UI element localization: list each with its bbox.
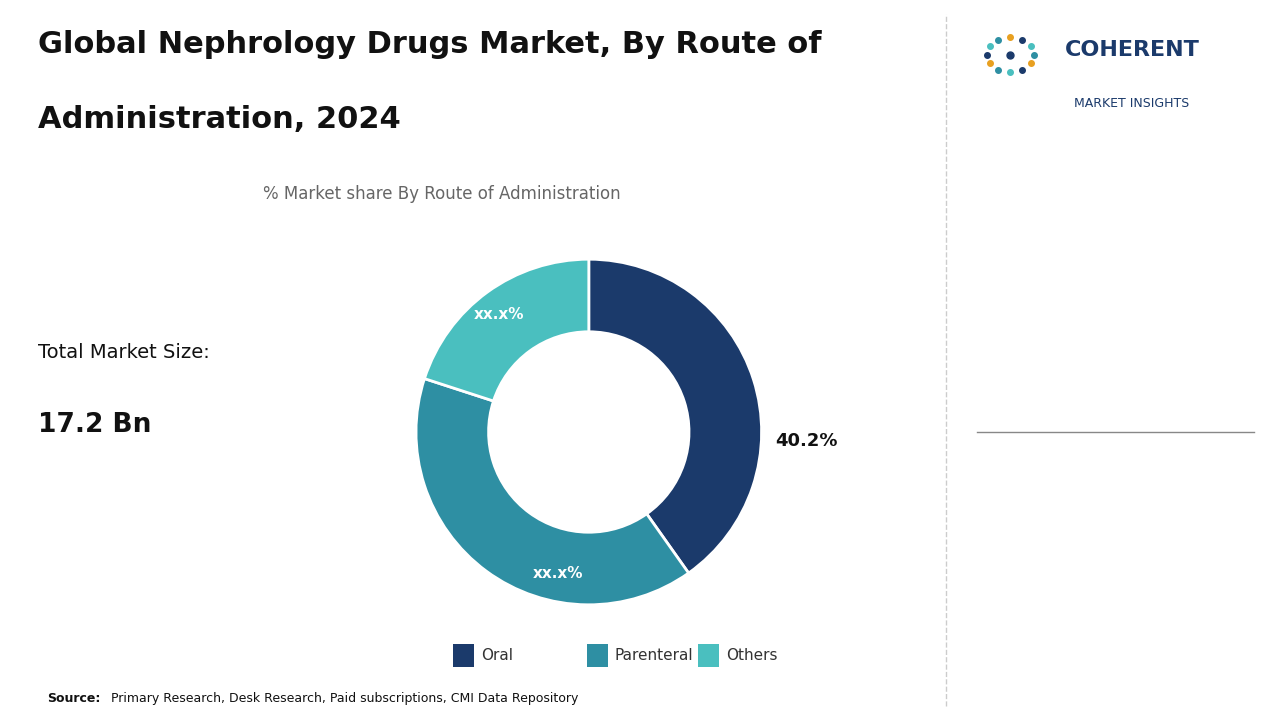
Text: 40.2%: 40.2% xyxy=(776,431,838,449)
FancyBboxPatch shape xyxy=(586,644,608,667)
Text: Oral: Oral xyxy=(984,300,1020,315)
Text: Others: Others xyxy=(726,648,778,662)
Text: MARKET INSIGHTS: MARKET INSIGHTS xyxy=(1074,97,1189,110)
Wedge shape xyxy=(589,259,762,573)
Text: Global Nephrology Drugs Market, By Route of: Global Nephrology Drugs Market, By Route… xyxy=(38,30,822,59)
Text: Source:: Source: xyxy=(47,692,101,705)
Text: % Market share By Route of Administration: % Market share By Route of Administratio… xyxy=(262,185,621,203)
Text: 17.2 Bn: 17.2 Bn xyxy=(38,412,152,438)
Wedge shape xyxy=(416,379,689,605)
Text: Global
Nephrology
Drugs Market: Global Nephrology Drugs Market xyxy=(984,455,1171,561)
FancyBboxPatch shape xyxy=(698,644,719,667)
Text: COHERENT: COHERENT xyxy=(1065,40,1199,60)
Text: xx.x%: xx.x% xyxy=(532,566,582,581)
Text: Parenteral: Parenteral xyxy=(614,648,694,662)
Text: Primary Research, Desk Research, Paid subscriptions, CMI Data Repository: Primary Research, Desk Research, Paid su… xyxy=(106,692,579,705)
Wedge shape xyxy=(425,259,589,401)
Text: xx.x%: xx.x% xyxy=(474,307,525,322)
Text: Administration, 2024: Administration, 2024 xyxy=(38,105,401,135)
FancyBboxPatch shape xyxy=(453,644,474,667)
Text: 40.2%: 40.2% xyxy=(984,173,1148,218)
Text: Total Market Size:: Total Market Size: xyxy=(38,343,210,362)
Text: Oral: Oral xyxy=(481,648,513,662)
Text: Route of
Administration -
Estimated Market
Revenue Share, 2024: Route of Administration - Estimated Mark… xyxy=(984,300,1148,366)
